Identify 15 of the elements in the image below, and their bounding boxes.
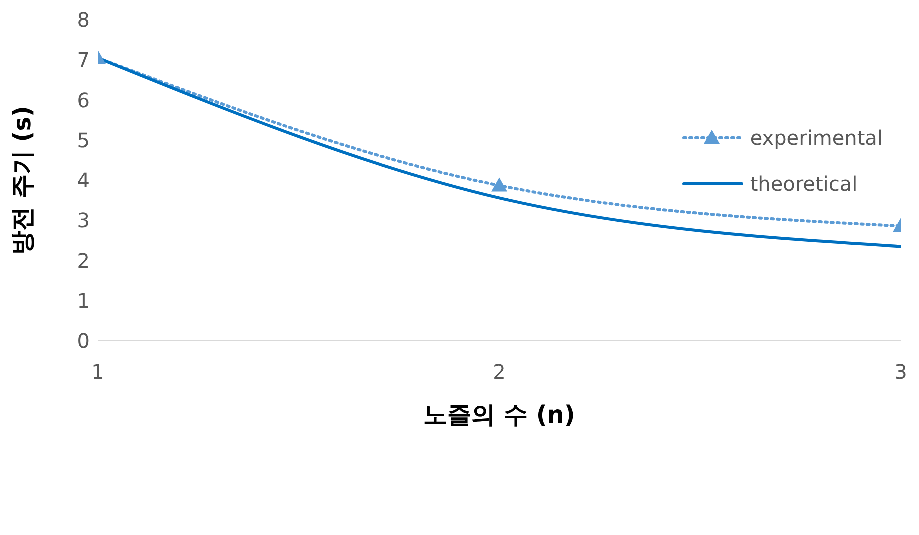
y-tick-label: 0 (77, 329, 90, 354)
legend-label: theoretical (750, 172, 858, 196)
y-axis-title: 방전 주기 (s) (8, 106, 37, 255)
legend-label: experimental (750, 126, 883, 150)
y-tick-label: 8 (77, 8, 90, 32)
x-tick-label: 3 (894, 360, 908, 384)
y-tick-label: 7 (77, 48, 90, 72)
y-tick-label: 4 (77, 168, 90, 193)
y-tick-label: 5 (77, 128, 90, 152)
y-tick-label: 3 (77, 208, 90, 233)
x-tick-label: 2 (493, 360, 506, 384)
x-axis-title: 노즐의 수 (n) (424, 401, 576, 429)
y-tick-label: 2 (77, 248, 90, 273)
y-tick-label: 1 (77, 288, 90, 313)
y-tick-label: 6 (77, 88, 90, 112)
